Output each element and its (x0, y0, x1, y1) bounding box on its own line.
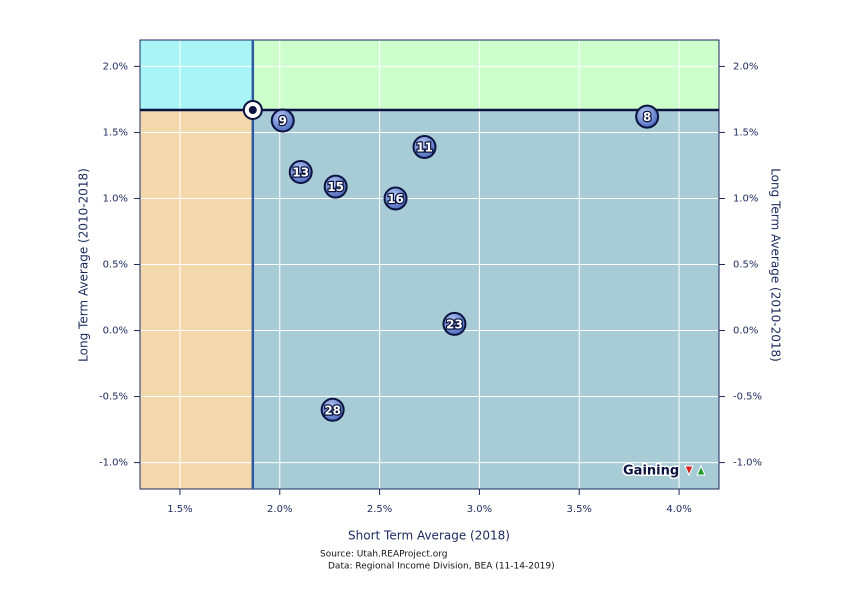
source: Data: Regional Income Division, BEA (11-… (328, 562, 555, 572)
x-tick-label: 3.0% (467, 504, 492, 515)
quadrant (140, 109, 253, 489)
point-marker (383, 186, 408, 211)
y2-tick-label: 1.0% (733, 193, 758, 204)
y2-tick-label: -0.5% (733, 392, 762, 403)
y2-tick-label: 1.5% (733, 127, 758, 138)
y-tick-label: -0.5% (99, 392, 128, 403)
y2-tick-label: 0.0% (733, 326, 758, 337)
y-tick-label: 1.5% (103, 127, 128, 138)
point-label: 28 (324, 403, 341, 417)
y-tick-label: 0.5% (103, 260, 128, 271)
point: 9 (270, 108, 295, 133)
quadrant (252, 40, 719, 110)
y-tick-label: 0.0% (103, 326, 128, 337)
x-tick-label: 1.5% (167, 504, 192, 515)
plot-frame (139, 39, 720, 490)
legend-label: Gaining (623, 464, 679, 479)
point: 23 (442, 311, 467, 336)
point-marker (635, 104, 660, 129)
point-marker (323, 174, 348, 199)
x-tick-label: 4.0% (666, 504, 691, 515)
point-label: 11 (416, 140, 433, 154)
legend-icon (684, 465, 694, 477)
legend-icon (696, 464, 706, 476)
y2-tick-label: 2.0% (733, 61, 758, 72)
point: 13 (288, 160, 313, 185)
point: 11 (412, 134, 437, 159)
source: Source: Utah.REAProject.org (320, 550, 448, 560)
y-tick-label: 2.0% (103, 61, 128, 72)
point: 16 (383, 186, 408, 211)
point: 8 (635, 104, 660, 129)
point-marker (442, 311, 467, 336)
x-tick-label: 3.5% (567, 504, 592, 515)
point-label: 23 (446, 317, 463, 331)
x-tick-label: 2.0% (267, 504, 292, 515)
point-label: 13 (292, 166, 309, 180)
point: 15 (323, 174, 348, 199)
point-marker (270, 108, 295, 133)
y2-tick-label: -1.0% (733, 458, 762, 469)
point-marker (412, 134, 437, 159)
quadrant (252, 109, 719, 489)
point: 28 (320, 397, 345, 422)
y2-tick-label: 0.5% (733, 260, 758, 271)
point-label: 9 (279, 114, 287, 128)
point-marker (320, 397, 345, 422)
x-axis-title: Short Term Average (2018) (348, 529, 510, 543)
point-label: 8 (643, 110, 651, 124)
y2-axis-title: Long Term Average (2010-2018) (769, 168, 783, 362)
y-tick-label: 1.0% (103, 193, 128, 204)
y-axis-title: Long Term Average (2010-2018) (77, 168, 91, 362)
reference-dot (248, 105, 257, 114)
quadrant (140, 40, 253, 110)
point-label: 15 (327, 180, 344, 194)
x-tick-label: 2.5% (367, 504, 392, 515)
y-tick-label: -1.0% (99, 458, 128, 469)
point-marker (288, 160, 313, 185)
point-label: 16 (387, 192, 404, 206)
